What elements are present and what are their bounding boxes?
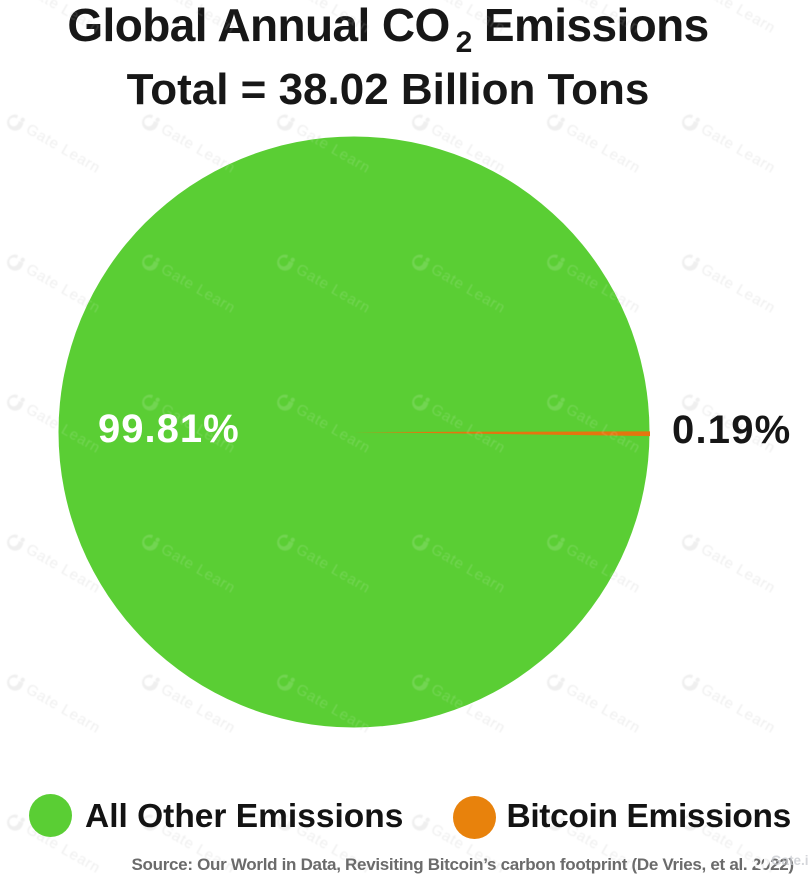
- svg-text:Gate.io: Gate.io: [771, 853, 808, 868]
